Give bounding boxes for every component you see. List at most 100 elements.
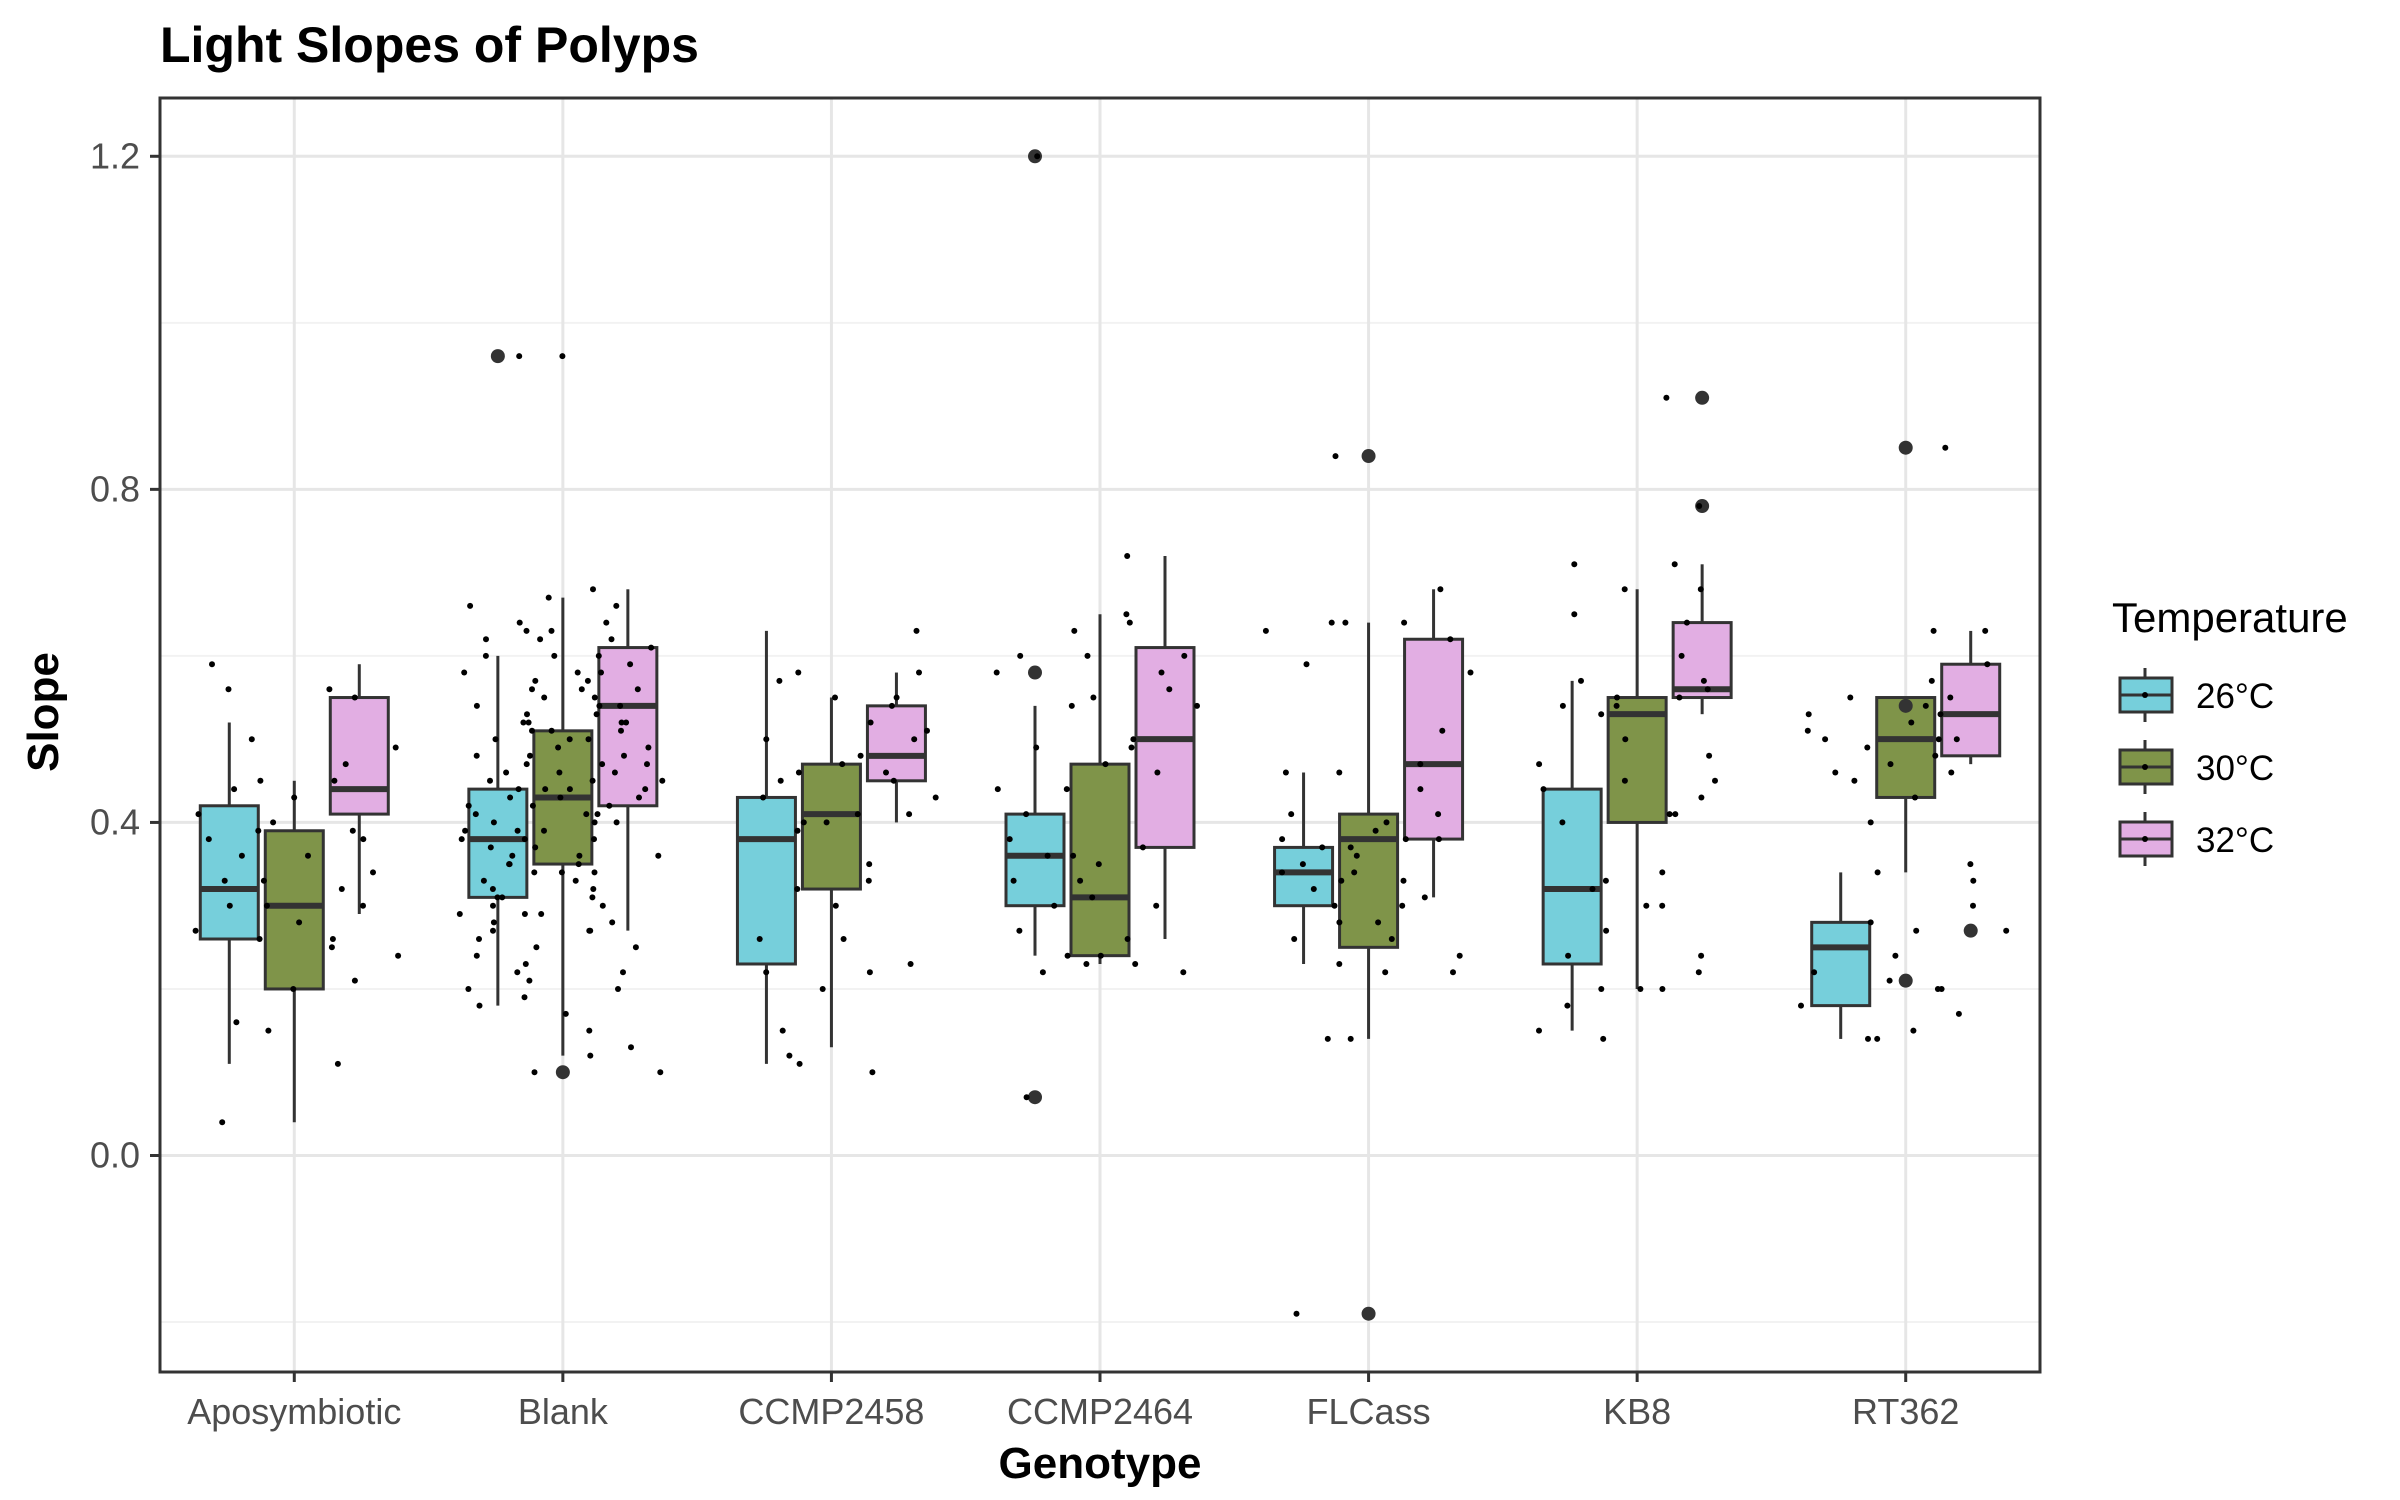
box-body bbox=[1403, 637, 1465, 841]
jitter-point bbox=[541, 694, 548, 701]
jitter-point bbox=[209, 661, 215, 668]
jitter-point bbox=[906, 811, 913, 818]
jitter-point bbox=[1282, 769, 1289, 776]
jitter-point bbox=[334, 1060, 341, 1067]
jitter-point bbox=[1154, 769, 1161, 776]
y-axis: 0.0 0.4 0.8 1.2 bbox=[90, 135, 160, 1176]
y-axis-title: Slope bbox=[19, 652, 68, 772]
jitter-point bbox=[596, 702, 603, 709]
box-body bbox=[1810, 920, 1872, 1008]
jitter-point bbox=[516, 353, 523, 360]
box-body bbox=[1940, 662, 2002, 758]
jitter-point bbox=[893, 694, 900, 701]
jitter-point bbox=[490, 919, 497, 926]
jitter-point bbox=[840, 936, 847, 942]
jitter-point bbox=[786, 1052, 793, 1059]
jitter-point bbox=[331, 777, 338, 784]
jitter-point bbox=[1659, 986, 1666, 992]
jitter-point bbox=[226, 902, 233, 909]
jitter-point bbox=[1613, 702, 1620, 709]
jitter-point bbox=[490, 902, 496, 909]
jitter-point bbox=[932, 794, 939, 801]
jitter-point bbox=[575, 861, 582, 868]
jitter-point bbox=[225, 686, 232, 693]
jitter-point bbox=[1589, 886, 1596, 892]
jitter-point bbox=[529, 686, 535, 693]
jitter-point bbox=[1600, 1035, 1607, 1042]
outlier-point bbox=[1898, 698, 1913, 713]
jitter-point bbox=[473, 752, 480, 759]
jitter-point bbox=[627, 661, 634, 668]
jitter-point bbox=[1663, 394, 1670, 401]
jitter-point bbox=[524, 711, 530, 718]
jitter-point bbox=[1928, 677, 1935, 684]
jitter-point bbox=[1683, 619, 1690, 626]
box-body bbox=[735, 795, 797, 966]
jitter-point bbox=[489, 886, 496, 892]
jitter-point bbox=[1331, 902, 1338, 909]
jitter-point bbox=[256, 936, 263, 942]
outlier-point bbox=[1963, 923, 1978, 938]
jitter-point bbox=[476, 936, 482, 942]
jitter-point bbox=[1659, 902, 1666, 909]
jitter-point bbox=[591, 836, 597, 843]
jitter-point bbox=[839, 761, 846, 768]
outlier-point bbox=[1898, 973, 1913, 988]
jitter-point bbox=[1051, 902, 1058, 909]
outlier-point bbox=[1361, 449, 1376, 464]
jitter-point bbox=[1033, 744, 1040, 751]
jitter-point bbox=[1262, 627, 1269, 634]
box-FLCass-32°C bbox=[1403, 589, 1465, 898]
jitter-point bbox=[456, 911, 463, 917]
jitter-point bbox=[623, 719, 630, 726]
jitter-point bbox=[1347, 844, 1354, 851]
jitter-point bbox=[557, 794, 564, 801]
jitter-point bbox=[599, 761, 606, 768]
legend-title: Temperature bbox=[2112, 594, 2348, 641]
jitter-point bbox=[1439, 727, 1446, 734]
jitter-point bbox=[644, 761, 650, 768]
jitter-point bbox=[2003, 927, 2010, 934]
jitter-point bbox=[1892, 952, 1899, 959]
jitter-point bbox=[1536, 1027, 1542, 1034]
jitter-point bbox=[1970, 902, 1976, 909]
jitter-point bbox=[1324, 1035, 1331, 1042]
box-body bbox=[597, 646, 659, 808]
jitter-point bbox=[586, 1027, 593, 1034]
jitter-point bbox=[1598, 986, 1605, 992]
box-CCMP2458-32°C bbox=[865, 672, 927, 823]
legend-label: 32°C bbox=[2196, 821, 2274, 860]
jitter-point bbox=[794, 886, 801, 892]
y-tick-label: 0.4 bbox=[90, 801, 140, 842]
jitter-point bbox=[615, 986, 621, 992]
jitter-point bbox=[342, 761, 349, 768]
jitter-point bbox=[1310, 886, 1317, 892]
jitter-point bbox=[531, 869, 538, 876]
jitter-point bbox=[911, 736, 918, 743]
jitter-point bbox=[756, 936, 763, 942]
jitter-point bbox=[1090, 694, 1097, 701]
outlier-point bbox=[1028, 665, 1042, 680]
jitter-point bbox=[1698, 952, 1705, 959]
jitter-point bbox=[1336, 769, 1343, 776]
jitter-point bbox=[1435, 811, 1442, 818]
jitter-point bbox=[1864, 744, 1871, 751]
jitter-point bbox=[270, 819, 277, 826]
jitter-point bbox=[883, 769, 889, 776]
jitter-point bbox=[1886, 977, 1893, 984]
jitter-point bbox=[1034, 153, 1041, 160]
box-RT362-26°C bbox=[1810, 872, 1872, 1039]
jitter-point bbox=[1102, 761, 1109, 768]
jitter-point bbox=[514, 827, 521, 834]
jitter-point bbox=[1706, 752, 1713, 759]
jitter-point bbox=[924, 727, 930, 734]
jitter-point bbox=[620, 969, 626, 976]
jitter-point bbox=[231, 786, 238, 793]
jitter-point bbox=[291, 794, 298, 801]
jitter-point bbox=[1023, 811, 1030, 818]
jitter-point bbox=[1353, 852, 1360, 859]
jitter-point bbox=[1698, 794, 1705, 801]
jitter-point bbox=[866, 861, 873, 868]
jitter-point bbox=[1372, 827, 1379, 834]
